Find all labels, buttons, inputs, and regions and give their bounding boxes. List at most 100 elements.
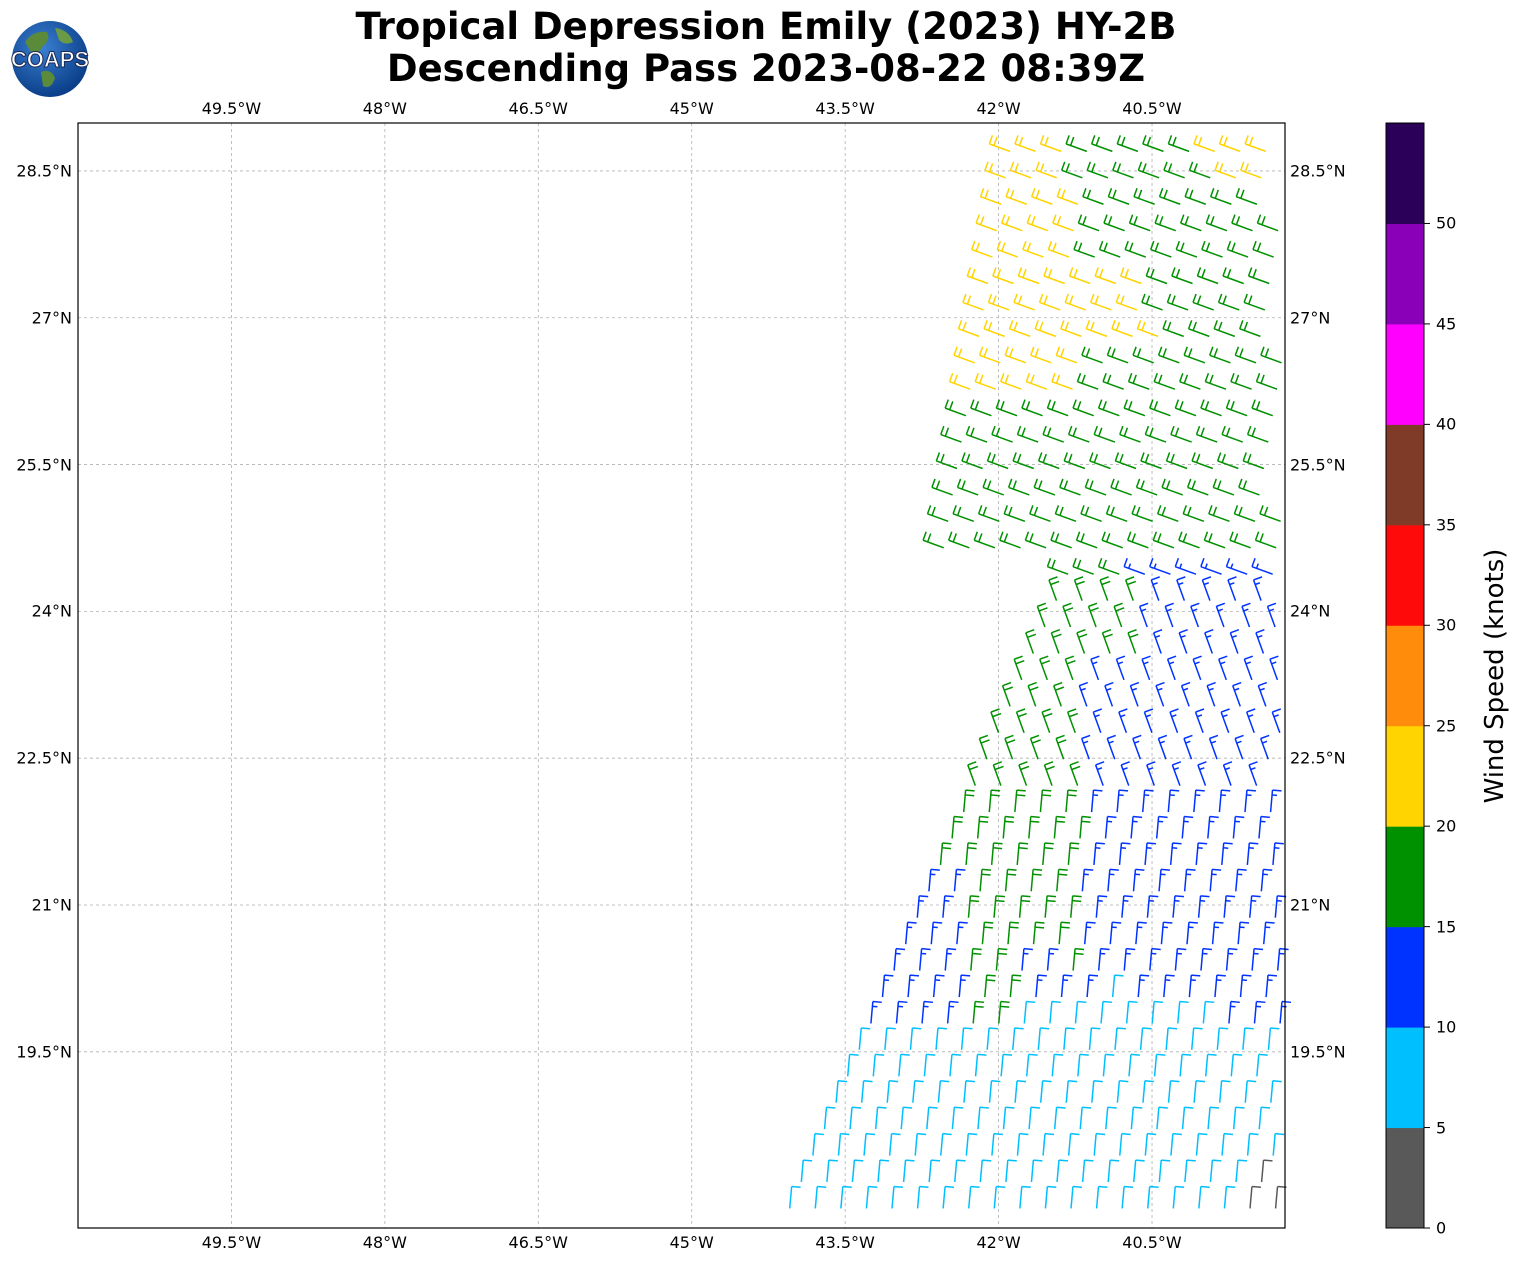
wind-barb [1072,557,1094,575]
wind-barb [1014,1080,1027,1103]
wind-barb [826,1159,838,1183]
wind-barb [1249,1185,1261,1209]
wind-barb [1212,478,1235,496]
wind-barb [1188,161,1211,179]
wind-barb [1060,974,1073,998]
wind-barb [1023,1000,1036,1024]
colorbar-tick: 0 [1436,1218,1447,1238]
wind-barb [812,1132,824,1156]
wind-barb [1111,320,1133,338]
colorbar-tick: 50 [1436,213,1457,233]
wind-barb [1227,576,1237,601]
wind-barb [1007,921,1019,945]
wind-barb [979,868,992,892]
wind-barb [966,267,989,285]
wind-barb [987,293,1010,311]
wind-barb [1193,789,1205,813]
wind-barb [1214,974,1226,998]
wind-barb [1171,267,1193,285]
wind-barb [1062,602,1074,628]
colorbar-tick: 10 [1436,1017,1457,1037]
wind-barb [1181,1106,1194,1130]
wind-barb [1218,135,1241,153]
wind-barb [1207,815,1219,839]
wind-barb [1143,708,1154,734]
wind-barb [1216,1027,1229,1050]
wind-barb [1243,655,1254,681]
wind-barb [1132,868,1145,892]
wind-barb [1046,947,1059,971]
wind-barb [992,267,1014,285]
wind-barb [956,478,979,496]
wind-barb [851,1159,864,1183]
wind-barb [931,478,953,496]
coaps-logo: COAPS [11,21,89,97]
lat-tick-left: 21°N [31,895,72,915]
wind-barb [835,1080,848,1103]
wind-barb [1244,789,1256,813]
wind-barb [1021,399,1043,417]
wind-barb [942,1185,955,1209]
wind-barb [1080,734,1091,760]
wind-barb [1054,505,1077,523]
wind-barb [1013,293,1035,311]
wind-barb [1223,1185,1236,1209]
lat-tick-left: 25.5°N [16,455,72,475]
wind-barb [1194,708,1205,734]
wind-barb [1270,1080,1282,1103]
svg-text:COAPS: COAPS [11,47,89,72]
wind-barb [1202,1000,1215,1024]
wind-barb [946,1000,959,1024]
colorbar-tick: 30 [1436,615,1457,635]
wind-barb [1231,214,1253,232]
wind-barb [922,531,945,549]
wind-barb [1153,372,1176,390]
wind-barb [1259,505,1281,523]
wind-barb [1127,629,1139,654]
wind-barb [1229,629,1240,654]
wind-barb [1239,161,1262,179]
wind-barb [965,425,988,443]
wind-barb [1014,789,1026,813]
wind-barb [951,815,964,839]
wind-barb [1078,681,1089,707]
wind-barb [1225,947,1238,971]
colorbar-tick: 40 [1436,414,1457,434]
wind-barb [1152,629,1163,654]
wind-barb [1167,135,1190,153]
wind-barb [1279,1000,1292,1024]
wind-barb [1005,1159,1017,1183]
wind-barb [1183,868,1196,892]
wind-barb [1182,505,1205,523]
wind-barb [1012,1027,1024,1050]
wind-barb [1252,576,1263,601]
wind-barb [877,1159,889,1183]
wind-barb [1039,655,1051,681]
wind-barb [978,734,990,760]
wind-barb [1004,868,1017,892]
wind-barb [970,947,982,971]
wind-barb [1042,1132,1055,1156]
wind-barb [893,947,906,971]
colorbar-segment [1386,424,1424,526]
wind-barb [1043,267,1065,285]
wind-barb [935,1027,947,1050]
wind-barb [967,895,980,918]
wind-barb [965,842,978,865]
wind-barb [1252,240,1274,258]
wind-barb [970,399,992,417]
wind-barb [953,868,966,892]
wind-barb [1087,602,1099,628]
wind-barb [1004,346,1027,364]
wind-barb [1246,425,1269,443]
wind-barb [1114,452,1137,470]
wind-barb [788,1185,801,1209]
wind-barb [1166,293,1189,311]
lat-tick-left: 24°N [31,601,72,621]
colorbar [1385,122,1430,1229]
wind-barb [1217,293,1240,311]
wind-barb [1141,293,1163,311]
wind-barb [1093,425,1116,443]
lat-tick-right: 22.5°N [1290,748,1346,768]
wind-barb [1060,161,1083,179]
